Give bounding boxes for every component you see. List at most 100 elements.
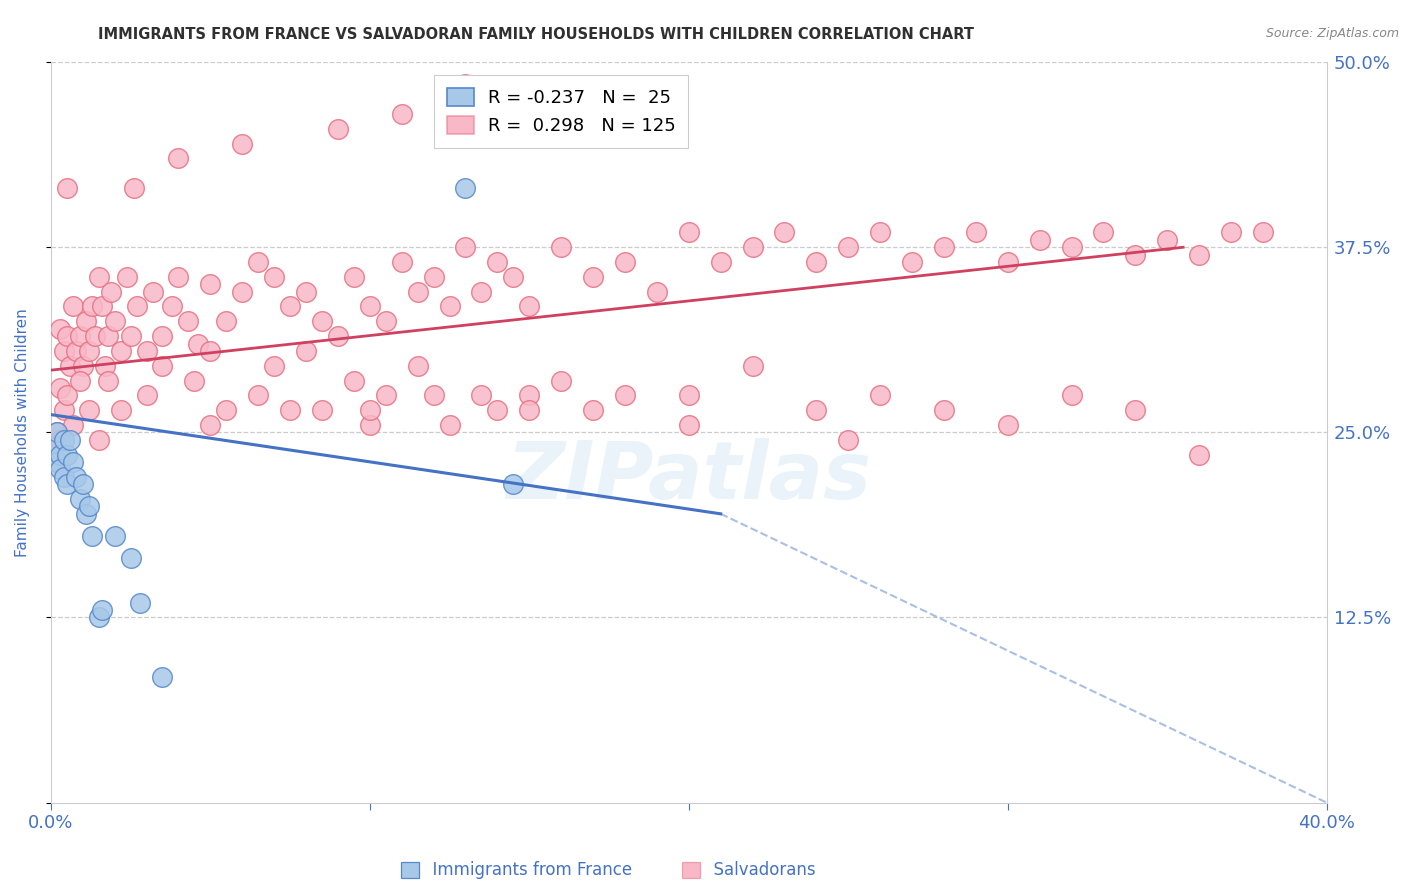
Point <box>231 136 253 151</box>
Point <box>62 417 84 432</box>
Point <box>837 240 859 254</box>
Point <box>550 240 572 254</box>
Point <box>167 269 190 284</box>
Point <box>187 336 209 351</box>
Point <box>454 240 477 254</box>
Point <box>1156 233 1178 247</box>
Point <box>77 403 100 417</box>
Point <box>965 226 987 240</box>
Point <box>1060 240 1083 254</box>
Point <box>710 255 733 269</box>
Point <box>49 448 72 462</box>
Point <box>65 343 87 358</box>
Point <box>932 403 955 417</box>
Point <box>55 181 77 195</box>
Point <box>486 403 509 417</box>
Point <box>391 107 413 121</box>
Point <box>65 470 87 484</box>
Point <box>502 477 524 491</box>
Point <box>135 388 157 402</box>
Point <box>183 374 205 388</box>
Point <box>278 300 301 314</box>
Point <box>343 374 366 388</box>
Point <box>75 507 97 521</box>
Point <box>1220 226 1243 240</box>
Text: Salvadorans: Salvadorans <box>703 861 815 879</box>
Text: Source: ZipAtlas.com: Source: ZipAtlas.com <box>1265 27 1399 40</box>
Point <box>901 255 924 269</box>
Point <box>72 359 94 373</box>
Point <box>1123 247 1146 261</box>
Point <box>806 403 828 417</box>
Point <box>741 359 763 373</box>
Point <box>52 403 75 417</box>
Point <box>52 470 75 484</box>
Point <box>142 285 165 299</box>
Point <box>55 477 77 491</box>
Point <box>502 269 524 284</box>
Point <box>837 433 859 447</box>
Point <box>100 285 122 299</box>
Point <box>52 343 75 358</box>
Text: IMMIGRANTS FROM FRANCE VS SALVADORAN FAMILY HOUSEHOLDS WITH CHILDREN CORRELATION: IMMIGRANTS FROM FRANCE VS SALVADORAN FAM… <box>98 27 974 42</box>
Point <box>247 388 270 402</box>
Point <box>215 314 238 328</box>
Point <box>120 551 142 566</box>
Point <box>77 343 100 358</box>
Point <box>932 240 955 254</box>
Point <box>311 314 333 328</box>
Point <box>69 329 91 343</box>
Point <box>741 240 763 254</box>
Point <box>62 300 84 314</box>
Point <box>46 425 69 440</box>
Point <box>87 269 110 284</box>
Point <box>231 285 253 299</box>
Point <box>49 322 72 336</box>
Point <box>295 285 318 299</box>
Point <box>62 455 84 469</box>
Point <box>613 255 636 269</box>
Point <box>46 455 69 469</box>
Point <box>87 433 110 447</box>
Point <box>125 300 148 314</box>
Point <box>869 388 891 402</box>
Point <box>69 374 91 388</box>
Point <box>486 255 509 269</box>
Point <box>122 181 145 195</box>
Point <box>152 359 174 373</box>
Point <box>869 226 891 240</box>
Point <box>326 121 349 136</box>
Point <box>200 343 222 358</box>
Point <box>1251 226 1274 240</box>
Point <box>582 403 605 417</box>
Point <box>997 255 1019 269</box>
Point <box>49 433 72 447</box>
Point <box>343 269 366 284</box>
Point <box>263 359 285 373</box>
Point <box>59 359 82 373</box>
Point <box>517 388 540 402</box>
Point <box>69 491 91 506</box>
Point <box>104 314 127 328</box>
Point <box>160 300 183 314</box>
Point <box>42 440 65 454</box>
Point <box>422 269 444 284</box>
Point <box>359 417 381 432</box>
Point <box>152 670 174 684</box>
Point <box>110 403 132 417</box>
Point <box>1188 448 1211 462</box>
Point <box>94 359 117 373</box>
Legend: R = -0.237   N =  25, R =  0.298   N = 125: R = -0.237 N = 25, R = 0.298 N = 125 <box>434 75 689 148</box>
Point <box>90 300 112 314</box>
Point <box>52 433 75 447</box>
Point <box>470 388 492 402</box>
Point <box>129 596 152 610</box>
Point <box>1188 247 1211 261</box>
Point <box>374 388 396 402</box>
Point <box>167 152 190 166</box>
Text: ZIPatlas: ZIPatlas <box>506 438 872 516</box>
Point <box>678 417 700 432</box>
Point <box>72 477 94 491</box>
Point <box>678 226 700 240</box>
Point <box>55 448 77 462</box>
